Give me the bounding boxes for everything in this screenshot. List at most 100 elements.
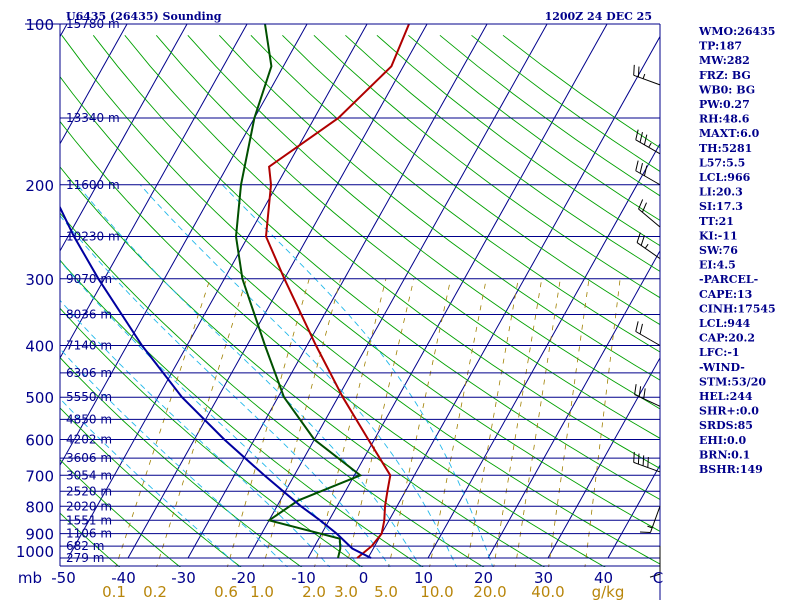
dry-adiabat-line [155, 35, 660, 439]
index-line: TP:187 [699, 40, 742, 53]
temperature-tick-label: -40 [111, 569, 136, 587]
wind-barb-flag [637, 453, 640, 465]
mixing-ratio-line [429, 278, 487, 567]
isobar-height-label: 279 m [66, 551, 104, 565]
index-line: HEL:244 [699, 390, 753, 403]
isobar-height-label: 4850 m [66, 412, 112, 426]
wind-barb-half-flag [647, 525, 653, 529]
isobar-height-label: 4202 m [66, 433, 112, 447]
isotherm-line [367, 35, 660, 559]
temperature-tick-label: -30 [171, 569, 196, 587]
mixing-ratio-tick-label: 0.1 [102, 583, 126, 600]
wind-barb-flag [639, 531, 651, 534]
parcel-trace [60, 205, 372, 559]
moist-adiabat-line [60, 260, 361, 567]
index-line: SW:76 [699, 244, 738, 257]
index-line: L57:5.5 [699, 156, 745, 169]
wind-barb [634, 384, 661, 407]
mixing-ratio-line [493, 278, 543, 567]
isotherm-line [427, 142, 660, 559]
station-title: U6435 (26435) Sounding [66, 10, 222, 23]
wind-barb-flag [637, 66, 640, 78]
mixing-ratio-line [584, 278, 621, 567]
dry-adiabat-line [60, 459, 181, 567]
isotherm-line [60, 24, 188, 252]
wind-barb-flag [643, 134, 648, 145]
mixing-ratio-tick-label: 3.0 [334, 583, 358, 600]
isotherm-line [60, 24, 128, 145]
temperature-tick-label: 20 [474, 569, 493, 587]
temperature-tick-label: 40 [594, 569, 613, 587]
pressure-tick-label: 100 [25, 16, 54, 34]
dry-adiabat-line [92, 35, 660, 501]
index-line: FRZ: BG [699, 69, 751, 82]
dry-adiabat-line [282, 34, 660, 326]
pressure-tick-label: 200 [25, 177, 54, 195]
temperature-trace [264, 24, 410, 559]
index-line: WMO:26435 [698, 25, 775, 38]
mixing-ratio-line [466, 278, 519, 567]
moist-adiabat-line [60, 299, 331, 567]
index-line: MW:282 [699, 54, 750, 67]
index-line: SI:17.3 [699, 200, 743, 213]
dry-adiabat-line [250, 34, 660, 353]
dry-adiabat-line [60, 356, 303, 567]
sounding-traces [60, 24, 410, 559]
dry-adiabat-line [61, 35, 660, 532]
index-line: LCL:944 [699, 317, 751, 330]
index-line: WB0: BG [698, 83, 755, 96]
dry-adiabat-line [124, 35, 660, 469]
index-line: CAPE:13 [699, 288, 752, 301]
wind-barb [633, 451, 661, 473]
mixing-ratio-line [156, 278, 247, 567]
isotherm-line [247, 24, 548, 559]
pressure-tick-label: 1000 [16, 543, 54, 561]
dry-adiabat-line [218, 34, 660, 381]
dry-adiabat-line [60, 512, 121, 567]
dry-adiabat-line [60, 407, 242, 567]
index-line: BRN:0.1 [699, 448, 750, 461]
mixing-ratio-line [115, 278, 211, 567]
pressure-tick-label: 700 [25, 467, 54, 485]
index-line: CAP:20.2 [699, 332, 755, 345]
dewpoint-trace [234, 24, 363, 559]
dry-adiabat-line [60, 166, 545, 567]
pressure-tick-label: 300 [25, 271, 54, 289]
temperature-tick-label: C [653, 569, 663, 587]
index-line: STM:53/20 [699, 375, 766, 388]
mixing-ratio-tick-label: 2.0 [302, 583, 326, 600]
wind-barb [639, 506, 661, 534]
temperature-tick-label: 30 [534, 569, 553, 587]
wind-barb [638, 199, 661, 228]
index-line: LI:20.3 [699, 186, 743, 199]
index-line: SRDS:85 [699, 419, 753, 432]
pressure-tick-label: 600 [25, 432, 54, 450]
isobar-height-label: 3054 m [66, 468, 112, 482]
index-line: TT:21 [699, 215, 734, 228]
isobar-height-label: 2020 m [66, 499, 112, 513]
index-line: LCL:966 [699, 171, 751, 184]
isobar-height-label: 9070 m [66, 272, 112, 286]
index-line: -PARCEL- [699, 273, 758, 286]
dry-adiabat-line [60, 212, 485, 567]
isobar-height-label: 13340 m [66, 111, 120, 125]
dry-adiabat-line [313, 34, 660, 299]
index-line: CINH:17545 [699, 302, 776, 315]
isotherm-line [127, 24, 428, 559]
isobar-height-label: 11600 m [66, 178, 120, 192]
index-line: BSHR:149 [699, 463, 763, 476]
moist-adiabat-line [60, 398, 240, 567]
wind-barb-flag [643, 388, 646, 399]
wind-barb-flag [638, 386, 642, 397]
plot-frame [25, 23, 661, 600]
isotherm-line [60, 24, 248, 360]
dry-adiabat-line [187, 34, 660, 410]
pressure-tick-label: 800 [25, 498, 54, 516]
moist-adiabat-line [60, 215, 391, 567]
wind-barb [635, 321, 661, 346]
isotherm-line [60, 24, 308, 467]
mixing-ratio-tick-label: 1.0 [250, 583, 274, 600]
index-line: PW:0.27 [699, 98, 750, 111]
